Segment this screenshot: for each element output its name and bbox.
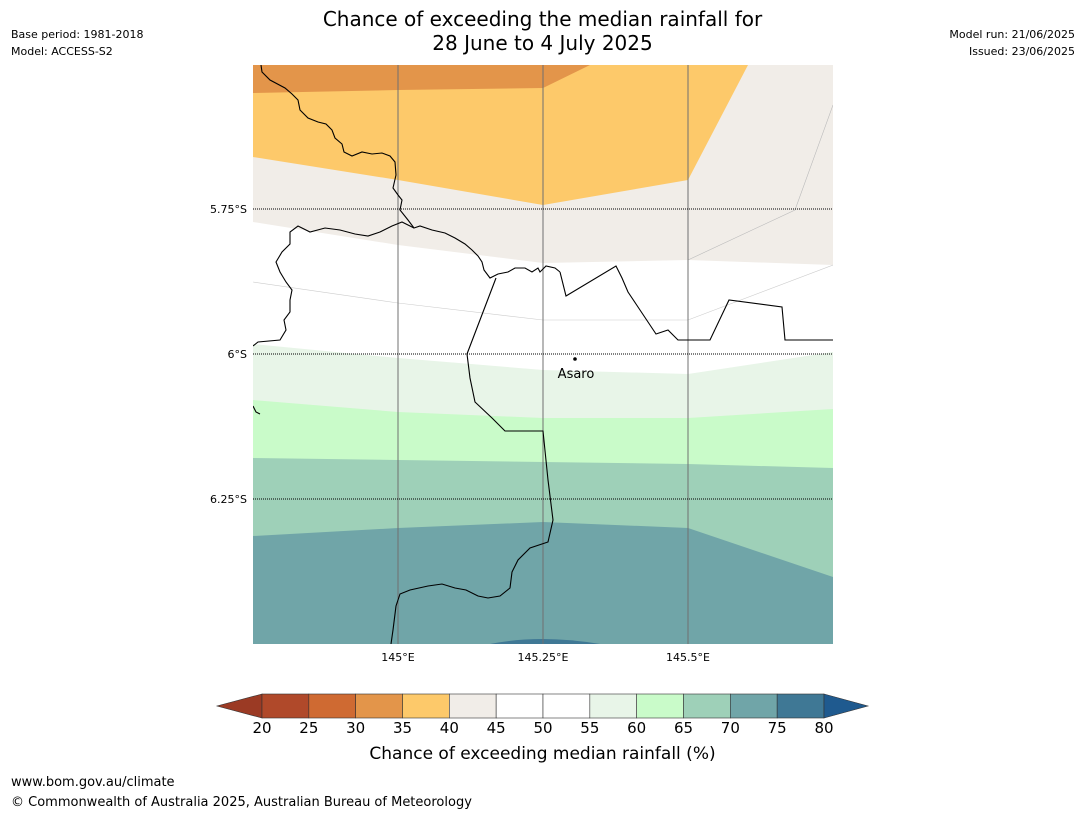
issued-date: Issued: 23/06/2025 bbox=[968, 45, 1075, 58]
colorbar-tick-label: 40 bbox=[439, 719, 459, 737]
colorbar-over-arrow bbox=[823, 693, 870, 719]
lat-label-625: 6.25°S bbox=[210, 493, 247, 506]
colorbar-tick-label: 35 bbox=[392, 719, 413, 737]
colorbar-tick-label: 55 bbox=[580, 719, 600, 737]
title-line-2: 28 June to 4 July 2025 bbox=[432, 31, 653, 55]
map-title: Chance of exceeding the median rainfall … bbox=[0, 7, 1085, 55]
colorbar-tick-label: 75 bbox=[767, 719, 787, 737]
colorbar-under-arrow bbox=[215, 693, 263, 719]
colorbar-swatch bbox=[730, 693, 778, 719]
colorbar-tick-label: 50 bbox=[533, 719, 553, 737]
colorbar-tick-label: 45 bbox=[486, 719, 506, 737]
footer-copyright: © Commonwealth of Australia 2025, Austra… bbox=[11, 795, 472, 810]
colorbar-tick-label: 20 bbox=[252, 719, 272, 737]
meta-right: Model run: 21/06/2025 Issued: 23/06/2025 bbox=[949, 26, 1075, 60]
footer-url: www.bom.gov.au/climate bbox=[11, 775, 175, 790]
colorbar-swatch bbox=[308, 693, 356, 719]
colorbar-label: Chance of exceeding median rainfall (%) bbox=[369, 744, 716, 764]
model-name: Model: ACCESS-S2 bbox=[11, 45, 113, 58]
meta-left: Base period: 1981-2018 Model: ACCESS-S2 bbox=[11, 26, 143, 60]
colorbar-swatch bbox=[449, 693, 497, 719]
colorbar-swatch bbox=[355, 693, 403, 719]
title-line-1: Chance of exceeding the median rainfall … bbox=[322, 7, 763, 31]
asaro-label: Asaro bbox=[558, 367, 595, 382]
colorbar-tick-label: 60 bbox=[627, 719, 647, 737]
colorbar-tick-label: 80 bbox=[814, 719, 834, 737]
colorbar-tick-label: 25 bbox=[299, 719, 319, 737]
base-period: Base period: 1981-2018 bbox=[11, 28, 144, 41]
colorbar-swatch bbox=[402, 693, 450, 719]
colorbar-swatch bbox=[495, 693, 544, 719]
lon-label-145: 145°E bbox=[381, 651, 414, 664]
lat-label-575: 5.75°S bbox=[210, 203, 247, 216]
colorbar-tick-label: 70 bbox=[720, 719, 740, 737]
colorbar-tick-label: 65 bbox=[673, 719, 694, 737]
lon-label-1455: 145.5°E bbox=[666, 651, 710, 664]
colorbar-swatch bbox=[683, 693, 731, 719]
colorbar-swatch bbox=[776, 693, 825, 719]
lon-label-14525: 145.25°E bbox=[518, 651, 569, 664]
province-boundaries bbox=[253, 65, 833, 644]
colorbar bbox=[215, 693, 870, 719]
parallels bbox=[253, 208, 833, 500]
asaro-marker bbox=[573, 357, 577, 361]
lat-label-6: 6°S bbox=[228, 348, 247, 361]
model-run: Model run: 21/06/2025 bbox=[949, 28, 1075, 41]
colorbar-swatch bbox=[542, 693, 591, 719]
colorbar-swatch bbox=[261, 693, 310, 719]
colorbar-tick-label: 30 bbox=[346, 719, 366, 737]
colorbar-swatch bbox=[589, 693, 637, 719]
colorbar-swatch bbox=[636, 693, 684, 719]
